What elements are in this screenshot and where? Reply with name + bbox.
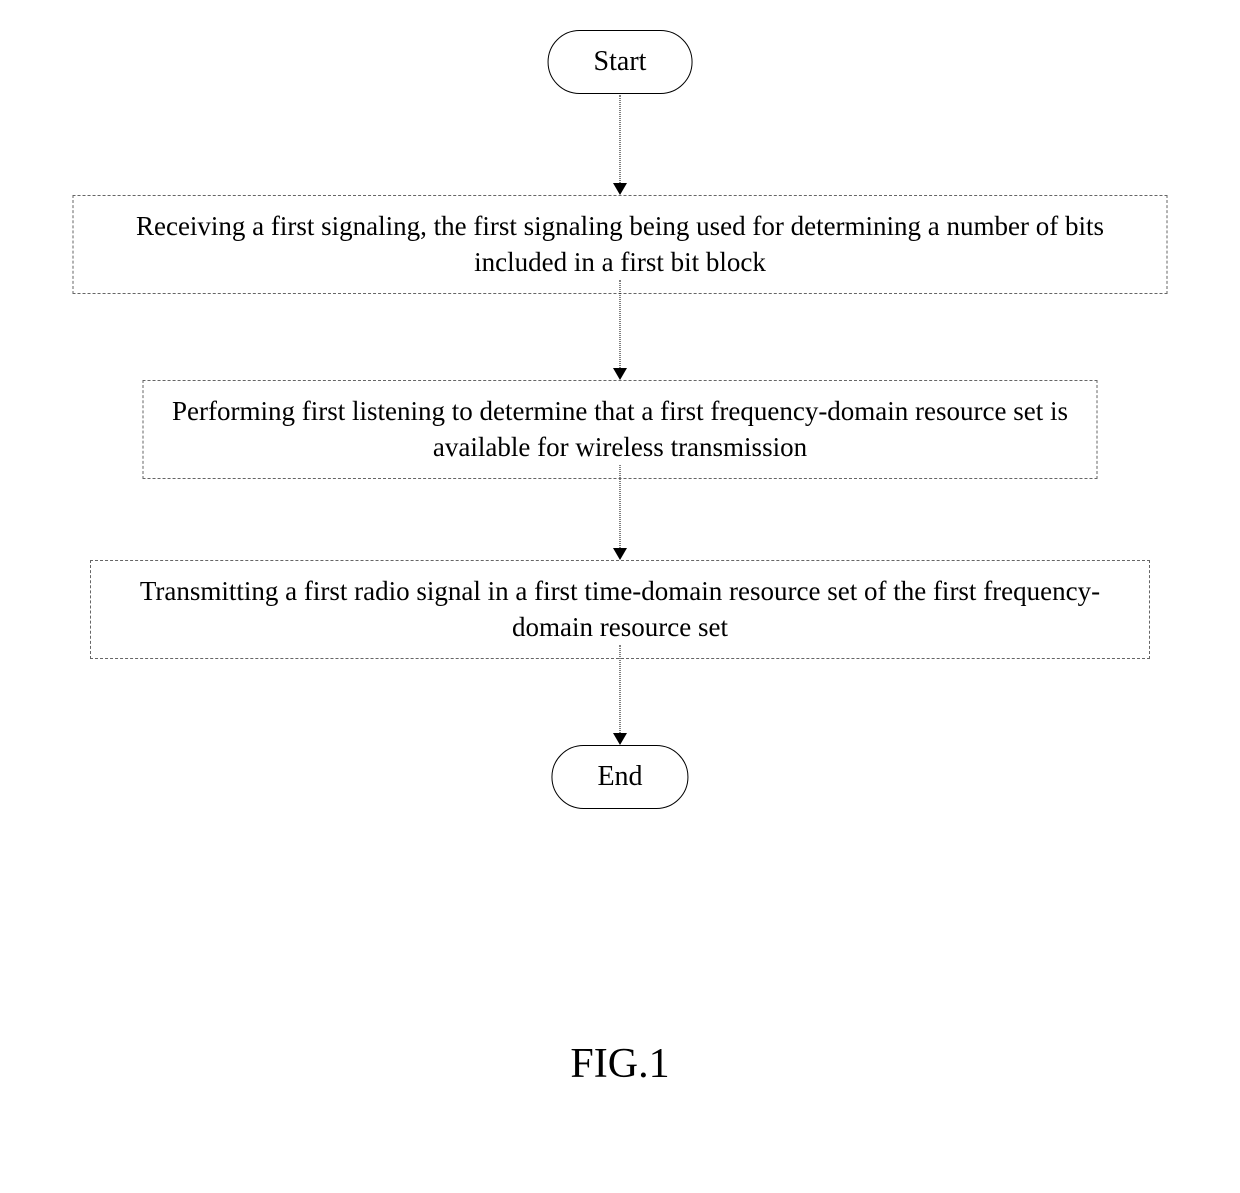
flowchart-container: Start Receiving a first signaling, the f… bbox=[0, 0, 1240, 30]
arrow-3-line bbox=[620, 465, 621, 548]
figure-label-text: FIG.1 bbox=[570, 1041, 669, 1087]
step3-label: Transmitting a first radio signal in a f… bbox=[140, 576, 1100, 642]
end-node: End bbox=[551, 745, 688, 809]
arrow-2-line bbox=[620, 280, 621, 368]
figure-label: FIG.1 bbox=[570, 1040, 669, 1088]
arrow-2-head bbox=[613, 368, 627, 380]
start-label: Start bbox=[594, 46, 647, 77]
arrow-1-head bbox=[613, 183, 627, 195]
arrow-3-head bbox=[613, 548, 627, 560]
end-label: End bbox=[597, 761, 642, 792]
arrow-1-line bbox=[620, 95, 621, 183]
arrow-4-head bbox=[613, 733, 627, 745]
arrow-4-line bbox=[620, 645, 621, 733]
step2-label: Performing first listening to determine … bbox=[172, 396, 1068, 462]
start-node: Start bbox=[548, 30, 693, 94]
step1-label: Receiving a first signaling, the first s… bbox=[136, 211, 1104, 277]
